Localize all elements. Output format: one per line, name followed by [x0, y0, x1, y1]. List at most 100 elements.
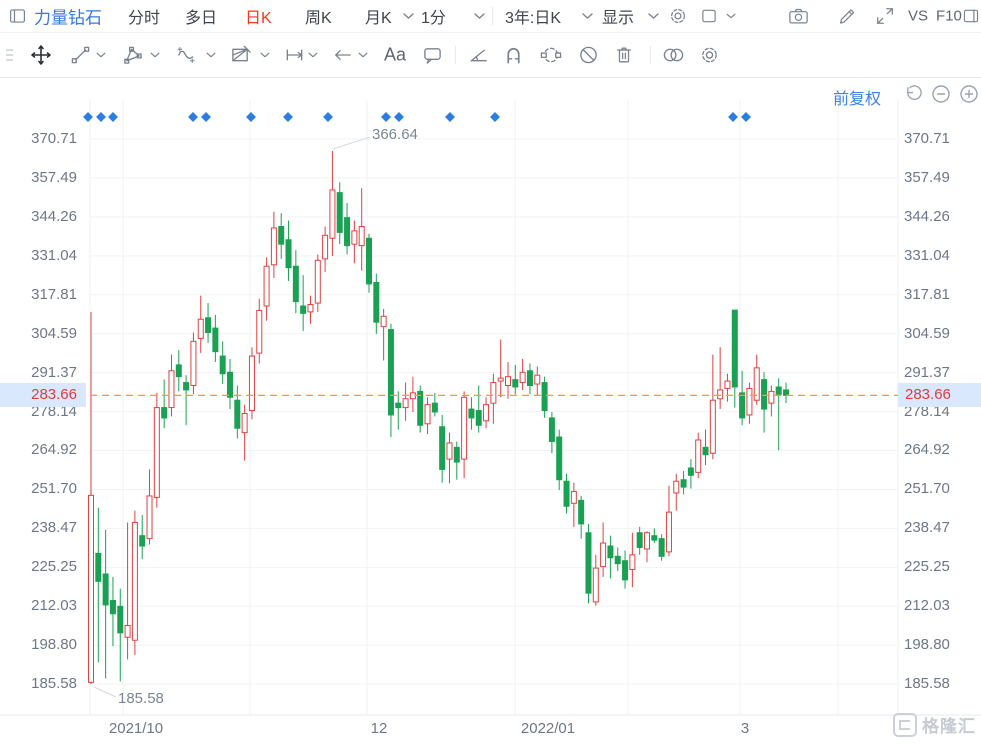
gann-box-tool-icon[interactable] [230, 45, 252, 66]
fullscreen-icon[interactable] [875, 6, 895, 26]
comment-tool-icon[interactable] [422, 45, 443, 65]
x-axis-label: 2021/10 [108, 720, 164, 737]
y-axis-label: 185.58 [904, 675, 950, 693]
text-tool[interactable]: Aa [384, 44, 407, 65]
y-axis-label: 264.92 [904, 441, 950, 459]
sync-drawings-icon[interactable] [540, 45, 562, 66]
event-marker-diamond[interactable] [394, 112, 404, 122]
hide-drawings-icon[interactable] [578, 45, 599, 66]
candle-body [439, 426, 446, 470]
y-axis-label: 251.70 [31, 480, 77, 498]
arrow-tool-icon[interactable] [332, 45, 353, 66]
zoom-in-icon[interactable] [959, 84, 979, 104]
trend-line-tool-icon[interactable] [70, 45, 91, 66]
event-marker-diamond[interactable] [728, 112, 738, 122]
chevron-down-icon[interactable] [726, 13, 736, 19]
pencil-icon[interactable] [838, 7, 857, 26]
tab-weekly-k[interactable]: 周K [305, 10, 332, 27]
delete-drawings-icon[interactable] [614, 45, 634, 66]
display-menu[interactable]: 显示 [602, 10, 635, 27]
f10-button[interactable]: F10 [936, 7, 962, 25]
event-marker-diamond[interactable] [445, 112, 455, 122]
candle-body [227, 371, 233, 398]
event-marker-diamond[interactable] [96, 112, 106, 122]
minute-period-select[interactable]: 1分 [421, 10, 446, 27]
candle-body [190, 340, 197, 387]
compare-tool-icon[interactable] [662, 45, 685, 65]
candle-body [263, 265, 270, 307]
event-marker-diamond[interactable] [188, 112, 198, 122]
chevron-down-icon[interactable] [582, 13, 593, 20]
chevron-down-icon[interactable] [474, 13, 485, 20]
y-axis-label: 238.47 [31, 519, 77, 537]
y-axis-label: 198.80 [31, 636, 77, 654]
candle-body [695, 439, 702, 473]
y-axis-label: 344.26 [31, 207, 77, 225]
candle-body [344, 217, 351, 247]
y-axis-label: 344.26 [904, 207, 950, 225]
candle-body [607, 545, 614, 559]
tab-minute-chart[interactable]: 分时 [128, 10, 161, 27]
symbol-name[interactable]: 力量钻石 [34, 8, 102, 28]
event-marker-diamond[interactable] [323, 112, 333, 122]
candle-body [570, 491, 577, 504]
chevron-down-icon[interactable] [648, 13, 659, 20]
candle-body [351, 230, 358, 245]
candle-body [709, 399, 716, 454]
panel-right-icon[interactable] [962, 7, 980, 25]
move-tool-icon[interactable] [30, 44, 52, 66]
event-marker-diamond[interactable] [741, 112, 751, 122]
vs-button[interactable]: VS [908, 7, 929, 25]
zoom-out-icon[interactable] [931, 84, 951, 104]
undo-icon[interactable] [904, 84, 923, 103]
candle-body [153, 407, 160, 498]
chevron-down-icon[interactable] [403, 13, 414, 20]
high-annotation-connector [332, 136, 371, 150]
drawing-settings-icon[interactable] [699, 45, 720, 66]
event-marker-diamond[interactable] [381, 112, 391, 122]
chevron-down-icon[interactable] [358, 52, 368, 58]
candle-body [95, 552, 102, 582]
chevron-down-icon[interactable] [308, 52, 318, 58]
y-axis-label: 291.37 [904, 363, 950, 381]
candle-body [731, 309, 738, 388]
event-marker-diamond[interactable] [490, 112, 500, 122]
angle-tool-icon[interactable] [468, 45, 489, 66]
candle-body [468, 408, 475, 419]
wave-tool-icon[interactable] [176, 45, 198, 66]
tab-multi-day[interactable]: 多日 [185, 10, 218, 27]
event-marker-diamond[interactable] [108, 112, 118, 122]
pitchfork-tool-icon[interactable] [122, 45, 143, 66]
candle-body [322, 234, 329, 260]
tab-monthly-k[interactable]: 月K [365, 10, 392, 27]
camera-icon[interactable] [788, 7, 809, 26]
chevron-down-icon[interactable] [150, 52, 160, 58]
magnet-tool-icon[interactable] [503, 45, 524, 66]
drag-grip-icon[interactable] [6, 46, 13, 64]
event-marker-diamond[interactable] [283, 112, 293, 122]
chevron-down-icon[interactable] [260, 52, 270, 58]
event-marker-diamond[interactable] [201, 112, 211, 122]
window-icon[interactable] [8, 7, 27, 26]
event-marker-diamond[interactable] [246, 112, 256, 122]
chevron-down-icon[interactable] [206, 52, 216, 58]
event-marker-diamond[interactable] [83, 112, 93, 122]
gear-icon[interactable] [668, 6, 688, 26]
tab-daily-k[interactable]: 日K [245, 10, 272, 27]
candle-body [665, 511, 672, 553]
y-axis-label: 331.04 [31, 246, 77, 264]
chevron-down-icon[interactable] [96, 52, 106, 58]
y-axis-label: 331.04 [904, 246, 950, 264]
layout-icon[interactable] [700, 7, 718, 25]
candle-body [402, 398, 409, 409]
measure-tool-icon[interactable] [284, 45, 305, 66]
low-annotation-connector [93, 686, 117, 698]
candle-body [644, 532, 650, 550]
range-period-select[interactable]: 3年:日K [505, 10, 562, 27]
candle-body [183, 382, 190, 391]
y-axis-label: 370.71 [31, 130, 77, 147]
candle-body [526, 370, 533, 387]
adjust-mode-toggle[interactable]: 前复权 [833, 91, 882, 108]
candle-body [585, 532, 592, 594]
